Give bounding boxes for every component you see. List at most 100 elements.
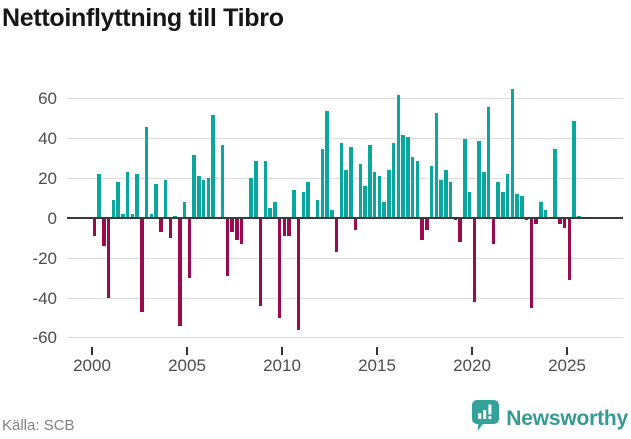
bar-positive — [206, 178, 211, 219]
bar-positive — [125, 172, 130, 219]
bar-negative — [334, 218, 339, 253]
bar-positive — [382, 202, 386, 219]
bar-positive — [577, 216, 581, 219]
bar-positive — [149, 214, 154, 219]
bar-positive — [515, 194, 519, 219]
x-axis-tick-label: 2010 — [263, 356, 301, 375]
x-axis-tick-label: 2025 — [548, 356, 586, 375]
zero-axis-line — [67, 217, 623, 220]
bar-positive — [197, 176, 201, 219]
bar-positive — [263, 160, 268, 219]
bar-positive — [429, 166, 434, 219]
x-axis-tick-label: 2005 — [168, 356, 206, 375]
bar-positive — [254, 160, 258, 219]
chart-title: Nettoinflyttning till Tibro — [2, 4, 284, 32]
bar-positive — [368, 144, 372, 219]
bar-negative — [420, 218, 424, 241]
bar-negative — [491, 218, 496, 245]
bar-positive — [339, 142, 344, 219]
bar-positive — [144, 126, 149, 219]
bar-positive — [467, 192, 472, 219]
bar-positive — [116, 182, 120, 219]
bar-positive — [396, 94, 401, 219]
bar-positive — [505, 174, 510, 219]
y-axis-tick-label: -40 — [32, 288, 57, 308]
bar-negative — [102, 218, 106, 247]
bar-positive — [358, 164, 363, 219]
bar-negative — [458, 218, 462, 243]
bar-positive — [344, 170, 348, 219]
bar-positive — [163, 180, 168, 219]
bar-positive — [182, 202, 187, 219]
bar-positive — [349, 146, 353, 219]
bar-positive — [434, 112, 439, 219]
bar-positive — [192, 154, 196, 219]
bar-negative — [425, 218, 429, 231]
bar-positive — [486, 106, 491, 219]
bar-positive — [401, 134, 405, 219]
bar-negative — [567, 218, 572, 281]
bar-positive — [173, 216, 177, 219]
bar-positive — [406, 136, 410, 219]
bar-positive — [249, 178, 253, 219]
gridline — [67, 257, 623, 259]
bar-negative — [239, 218, 244, 245]
bar-positive — [496, 182, 500, 219]
bar-positive — [363, 186, 367, 219]
gridline — [67, 138, 623, 140]
bar-positive — [315, 200, 320, 219]
bar-positive — [444, 170, 448, 219]
bar-negative — [159, 218, 163, 233]
bar-positive — [539, 202, 543, 219]
bar-positive — [330, 210, 334, 219]
newsworthy-speech-bubble-chart-icon — [472, 400, 500, 437]
x-axis-tick-label: 2020 — [453, 356, 491, 375]
y-axis-tick-label: 60 — [38, 89, 57, 109]
bar-negative — [140, 218, 144, 312]
bar-negative — [106, 218, 111, 299]
x-axis-tick — [471, 347, 473, 355]
x-axis-tick — [91, 347, 93, 355]
bar-positive — [377, 176, 382, 219]
bar-positive — [543, 210, 548, 219]
gridline — [67, 297, 623, 299]
bar-negative — [225, 218, 230, 277]
bar-positive — [325, 110, 329, 219]
bar-negative — [534, 218, 538, 225]
bar-negative — [168, 218, 173, 239]
x-axis-tick — [376, 347, 378, 355]
bar-positive — [273, 202, 277, 219]
y-axis-tick-label: 20 — [38, 168, 57, 188]
bar-negative — [287, 218, 291, 237]
bar-positive — [301, 192, 306, 219]
bar-negative — [562, 218, 567, 229]
bar-positive — [97, 174, 101, 219]
bar-negative — [178, 218, 182, 326]
bar-positive — [448, 182, 453, 219]
bar-negative — [258, 218, 263, 306]
bar-positive — [463, 138, 467, 219]
bar-positive — [553, 148, 557, 219]
x-axis-tick — [186, 347, 188, 355]
bar-positive — [211, 114, 215, 219]
bar-positive — [439, 180, 443, 219]
bar-negative — [277, 218, 282, 318]
bar-positive — [268, 208, 272, 219]
newsworthy-logo: Newsworthy — [472, 400, 628, 437]
bar-negative — [230, 218, 234, 233]
x-axis-tick-label: 2015 — [358, 356, 396, 375]
bar-positive — [572, 120, 576, 219]
bar-negative — [529, 218, 534, 308]
bar-positive — [121, 214, 125, 219]
bar-positive — [320, 148, 325, 219]
bar-positive — [201, 180, 206, 219]
bar-positive — [135, 174, 139, 219]
bar-positive — [415, 160, 420, 219]
bar-negative — [296, 218, 301, 330]
gridline — [67, 98, 623, 100]
bar-positive — [154, 184, 158, 219]
bar-positive — [501, 192, 505, 219]
bar-negative — [92, 218, 97, 237]
